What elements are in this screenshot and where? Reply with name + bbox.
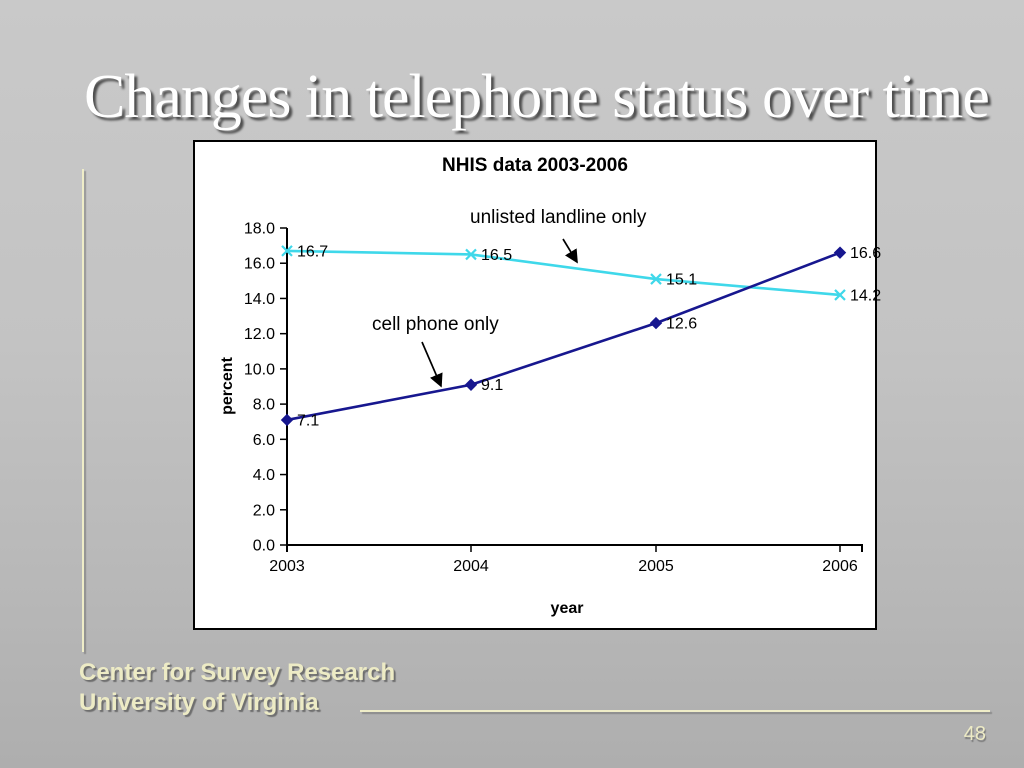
chart-title: NHIS data 2003-2006 [442, 155, 628, 176]
y-tick-label: 6.0 [253, 432, 275, 449]
annotation-arrow-1 [421, 341, 443, 388]
y-tick-label: 14.0 [244, 291, 275, 308]
data-label: 14.2 [850, 287, 881, 304]
data-label: 7.1 [297, 412, 319, 429]
y-tick-label: 8.0 [253, 397, 275, 414]
y-tick-label: 2.0 [253, 502, 275, 519]
x-tick-label: 2003 [269, 558, 305, 575]
x-marker [281, 245, 293, 257]
series-line-0 [286, 249, 841, 297]
x-marker [650, 273, 662, 285]
data-label: 16.5 [481, 247, 512, 264]
slide-title: Changes in telephone status over time [84, 63, 990, 131]
diamond-marker [833, 246, 847, 259]
y-tick-label: 18.0 [244, 221, 275, 238]
x-marker [465, 248, 477, 261]
slide-footer: Center for Survey Research University of… [79, 658, 395, 718]
data-label: 12.6 [666, 316, 697, 333]
footer-line-1: Center for Survey Research [79, 659, 396, 686]
series-line-1 [286, 251, 841, 422]
diamond-marker [280, 413, 294, 427]
x-tick-label: 2004 [453, 558, 489, 575]
data-label: 9.1 [481, 377, 503, 394]
page-number: 48 [963, 723, 986, 745]
annotation-arrow-0 [562, 238, 578, 264]
x-marker [834, 289, 846, 301]
annotation-unlisted-landline-only: unlisted landline only [470, 207, 647, 228]
horizontal-accent-line [360, 710, 990, 712]
data-label: 16.6 [850, 245, 881, 262]
y-tick-label: 0.0 [253, 538, 275, 555]
y-axis-label: percent [219, 357, 236, 415]
y-tick-label: 10.0 [244, 361, 275, 378]
y-tick-label: 4.0 [253, 467, 275, 484]
annotation-cell-phone-only: cell phone only [372, 314, 499, 335]
x-axis-label: year [550, 600, 584, 617]
y-tick-label: 16.0 [244, 256, 275, 273]
data-label: 15.1 [666, 272, 697, 289]
diamond-marker [464, 378, 478, 391]
chart-frame: 0.0 2.0 4.0 6.0 8.0 10.0 12.0 14.0 16.0 18.0 2003 2… [193, 140, 881, 630]
vertical-accent-line [82, 169, 84, 652]
footer-line-2: University of Virginia [79, 689, 319, 716]
plot-area: 0.0 2.0 4.0 6.0 8.0 10.0 12.0 14.0 16.0 18.0 2003 2… [244, 221, 881, 576]
x-tick-label: 2006 [822, 558, 858, 575]
x-axis-line [287, 544, 863, 552]
x-tick-label: 2005 [638, 558, 674, 575]
data-label: 16.7 [297, 243, 328, 260]
y-tick-label: 12.0 [244, 326, 275, 343]
diamond-marker [649, 316, 663, 330]
